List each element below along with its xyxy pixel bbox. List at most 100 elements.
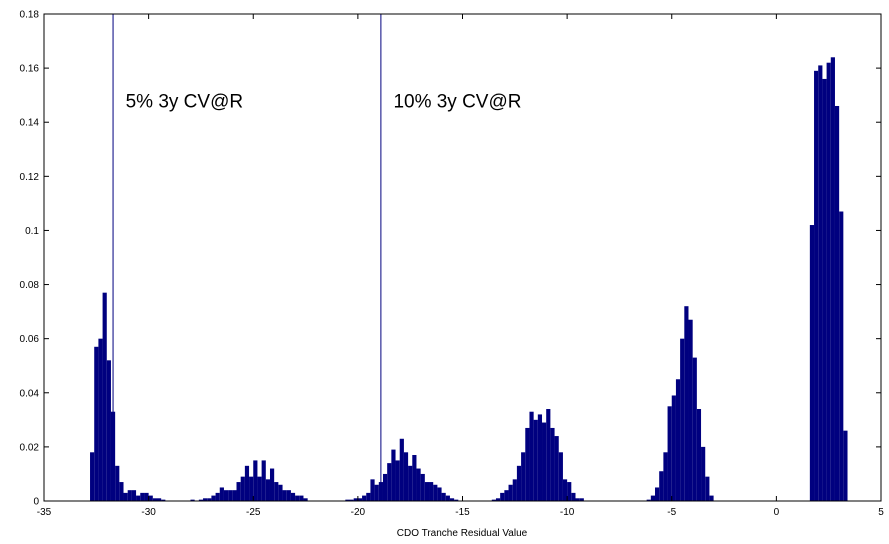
histogram-bar xyxy=(295,495,300,501)
histogram-bar xyxy=(558,452,563,501)
histogram-bar xyxy=(571,492,576,501)
histogram-bar xyxy=(156,498,162,501)
histogram-bar xyxy=(667,406,672,501)
histogram-bar xyxy=(834,105,840,501)
histogram-bar xyxy=(562,479,568,501)
histogram-bar xyxy=(374,484,379,501)
histogram-bar xyxy=(274,482,279,501)
histogram-bar xyxy=(148,495,153,501)
histogram-bar xyxy=(236,482,241,501)
histogram-bar xyxy=(437,487,442,501)
histogram-bar xyxy=(550,427,555,501)
histogram-bar xyxy=(152,498,157,501)
histogram-bar xyxy=(353,498,358,501)
histogram-bar xyxy=(408,465,413,501)
histogram-bar xyxy=(249,476,254,501)
histogram-bar xyxy=(542,422,547,501)
histogram-bar xyxy=(303,498,308,501)
histogram-bar xyxy=(537,414,543,501)
histogram-bar xyxy=(136,495,141,501)
y-tick-label: 0.02 xyxy=(20,442,40,453)
histogram-bar xyxy=(495,498,501,501)
histogram-bar xyxy=(391,449,396,501)
y-tick-label: 0.06 xyxy=(20,334,40,345)
x-axis-title: CDO Tranche Residual Value xyxy=(397,528,528,539)
histogram-bar xyxy=(659,471,664,501)
histogram-bar xyxy=(123,492,128,501)
y-tick-label: 0.18 xyxy=(20,10,40,21)
histogram-bar xyxy=(399,438,404,501)
histogram-bar xyxy=(554,436,559,501)
histogram-bar xyxy=(161,499,166,501)
y-tick-label: 0.16 xyxy=(20,64,40,75)
histogram-bar xyxy=(98,338,103,501)
x-tick-label: -5 xyxy=(667,507,676,518)
histogram-bar xyxy=(809,225,815,502)
x-tick-label: -35 xyxy=(37,507,52,518)
plot-background xyxy=(44,14,881,501)
histogram-bar xyxy=(579,498,584,501)
histogram-bar xyxy=(424,482,430,501)
histogram-bar xyxy=(357,498,363,501)
histogram-bar xyxy=(705,476,710,501)
histogram-bars xyxy=(90,57,848,502)
histogram-bar xyxy=(663,452,668,501)
y-axis-ticks: 0 0.02 0.04 0.06 0.08 0.1 0.12 0.14 0.16 0.18 xyxy=(20,10,881,508)
cvar-reference-lines xyxy=(112,14,382,501)
histogram-bar xyxy=(286,490,291,501)
histogram-bar xyxy=(290,492,296,501)
histogram-bar xyxy=(203,498,208,501)
histogram-bar xyxy=(575,498,580,501)
histogram-bar xyxy=(370,479,375,501)
histogram-bar xyxy=(701,446,706,501)
histogram-bar xyxy=(650,495,656,501)
histogram-bar xyxy=(207,498,212,501)
x-axis-ticks: -35 -30 -25 -20 -15 -10 -5 0 5 xyxy=(37,14,884,518)
histogram-bar xyxy=(449,498,455,501)
histogram-bar xyxy=(533,419,538,501)
histogram-bar xyxy=(144,492,149,501)
histogram-bar xyxy=(433,484,438,501)
histogram-bar xyxy=(240,476,245,501)
histogram-bar xyxy=(454,499,459,501)
histogram-bar xyxy=(261,460,266,501)
histogram-bar xyxy=(115,465,120,501)
y-tick-label: 0.14 xyxy=(20,118,40,129)
histogram-bar xyxy=(500,492,505,501)
histogram-bar xyxy=(504,490,509,501)
x-tick-label: -20 xyxy=(351,507,366,518)
y-tick-label: 0.12 xyxy=(20,172,40,183)
histogram-bar xyxy=(278,484,283,501)
histogram-bar xyxy=(382,473,388,501)
histogram-bar xyxy=(362,495,367,501)
histogram-bar xyxy=(131,490,137,501)
histogram-bar xyxy=(269,468,275,501)
histogram-bar xyxy=(420,473,425,501)
cvar-annotation: 5% 3y CV@R xyxy=(126,92,244,113)
y-tick-label: 0 xyxy=(33,497,39,508)
histogram-bar xyxy=(198,499,204,501)
histogram-bar xyxy=(366,492,371,501)
histogram-bar xyxy=(680,338,685,501)
annotations: 5% 3y CV@R 10% 3y CV@R xyxy=(126,92,522,113)
histogram-bar xyxy=(826,62,831,501)
x-tick-label: -15 xyxy=(455,507,470,518)
histogram-bar xyxy=(253,460,258,501)
histogram-bar xyxy=(429,482,434,501)
histogram-bar xyxy=(282,490,287,501)
histogram-bar xyxy=(692,357,697,501)
histogram-bar xyxy=(684,306,689,501)
histogram-bar xyxy=(257,476,262,501)
y-tick-label: 0.08 xyxy=(20,280,40,291)
histogram-bar xyxy=(265,479,270,501)
histogram-bar xyxy=(675,379,681,501)
histogram-bar xyxy=(508,484,513,501)
cvar-annotation: 10% 3y CV@R xyxy=(393,92,521,113)
histogram-bar xyxy=(441,492,446,501)
histogram-bar xyxy=(822,78,827,501)
histogram-bar xyxy=(219,487,224,501)
histogram-bar xyxy=(709,495,714,501)
histogram-bar xyxy=(445,495,450,501)
histogram-bar xyxy=(525,427,530,501)
histogram-bar xyxy=(232,490,237,501)
